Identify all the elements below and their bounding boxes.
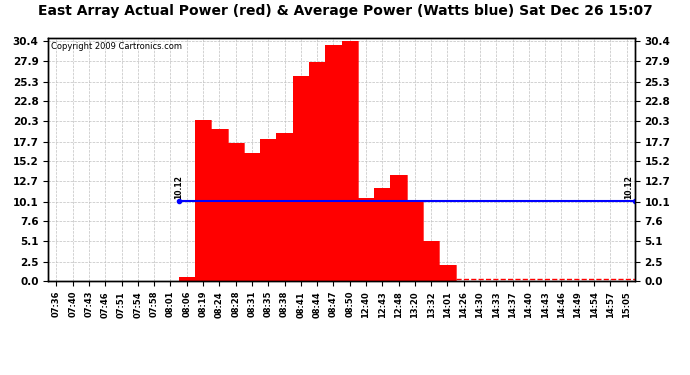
Text: East Array Actual Power (red) & Average Power (Watts blue) Sat Dec 26 15:07: East Array Actual Power (red) & Average …: [38, 4, 652, 18]
Text: Copyright 2009 Cartronics.com: Copyright 2009 Cartronics.com: [51, 42, 182, 51]
Text: 10.12: 10.12: [624, 175, 633, 199]
Text: 10.12: 10.12: [174, 175, 183, 199]
